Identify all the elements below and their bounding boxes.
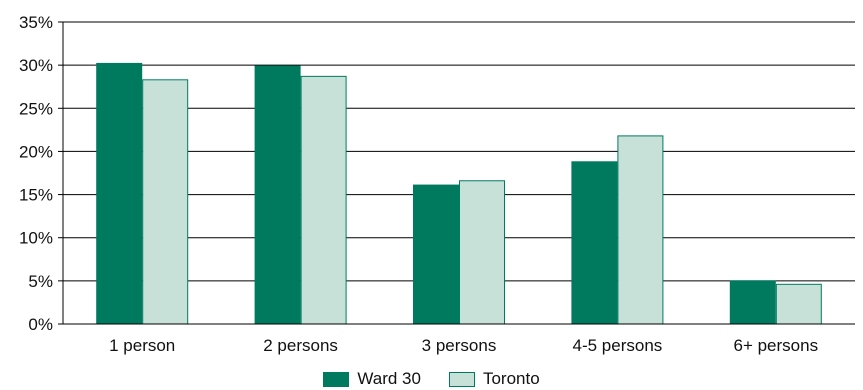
x-category-label: 2 persons [263, 336, 338, 355]
x-axis-category-labels: 1 person 2 persons 3 persons 4-5 persons 6+ … [109, 336, 818, 355]
legend-label-toronto: Toronto [482, 369, 540, 388]
x-category-label: 4-5 persons [573, 336, 663, 355]
x-category-label: 6+ persons [734, 336, 819, 355]
bar-ward-30-3 [413, 184, 459, 325]
legend: Ward 30 Toronto [0, 368, 863, 390]
bar-ward-30-1 [96, 62, 143, 325]
bar-toronto-4 [617, 135, 664, 325]
bar-ward-30-2 [254, 65, 301, 325]
y-tick-label: 0% [28, 315, 53, 334]
y-tick-label: 35% [19, 13, 53, 32]
legend-swatch-toronto [448, 371, 475, 387]
bar-toronto-3 [459, 180, 505, 325]
bar-chart: 0% 5% 10% 15% 20% 25% 30% 35% 1 person 2 persons… [19, 13, 855, 355]
legend-item-toronto: Toronto [448, 369, 540, 389]
axes [62, 22, 855, 325]
y-tick-label: 15% [19, 186, 53, 205]
y-tick-label: 5% [28, 272, 53, 291]
x-category-label: 3 persons [422, 336, 497, 355]
legend-label-ward-30: Ward 30 [357, 369, 421, 388]
bar-toronto-1 [142, 79, 189, 325]
y-tick-label: 10% [19, 229, 53, 248]
x-category-label: 1 person [109, 336, 175, 355]
bar-ward-30-5 [729, 280, 776, 325]
legend-item-ward-30: Ward 30 [323, 369, 421, 389]
legend-swatch-ward-30 [323, 371, 350, 387]
y-tick-label: 30% [19, 56, 53, 75]
y-axis-tick-labels: 0% 5% 10% 15% 20% 25% 30% 35% [19, 13, 53, 334]
bars [96, 62, 822, 325]
bar-ward-30-4 [571, 161, 618, 325]
bar-toronto-2 [300, 75, 347, 325]
bar-toronto-5 [775, 283, 822, 325]
y-tick-label: 20% [19, 142, 53, 161]
y-tick-label: 25% [19, 99, 53, 118]
